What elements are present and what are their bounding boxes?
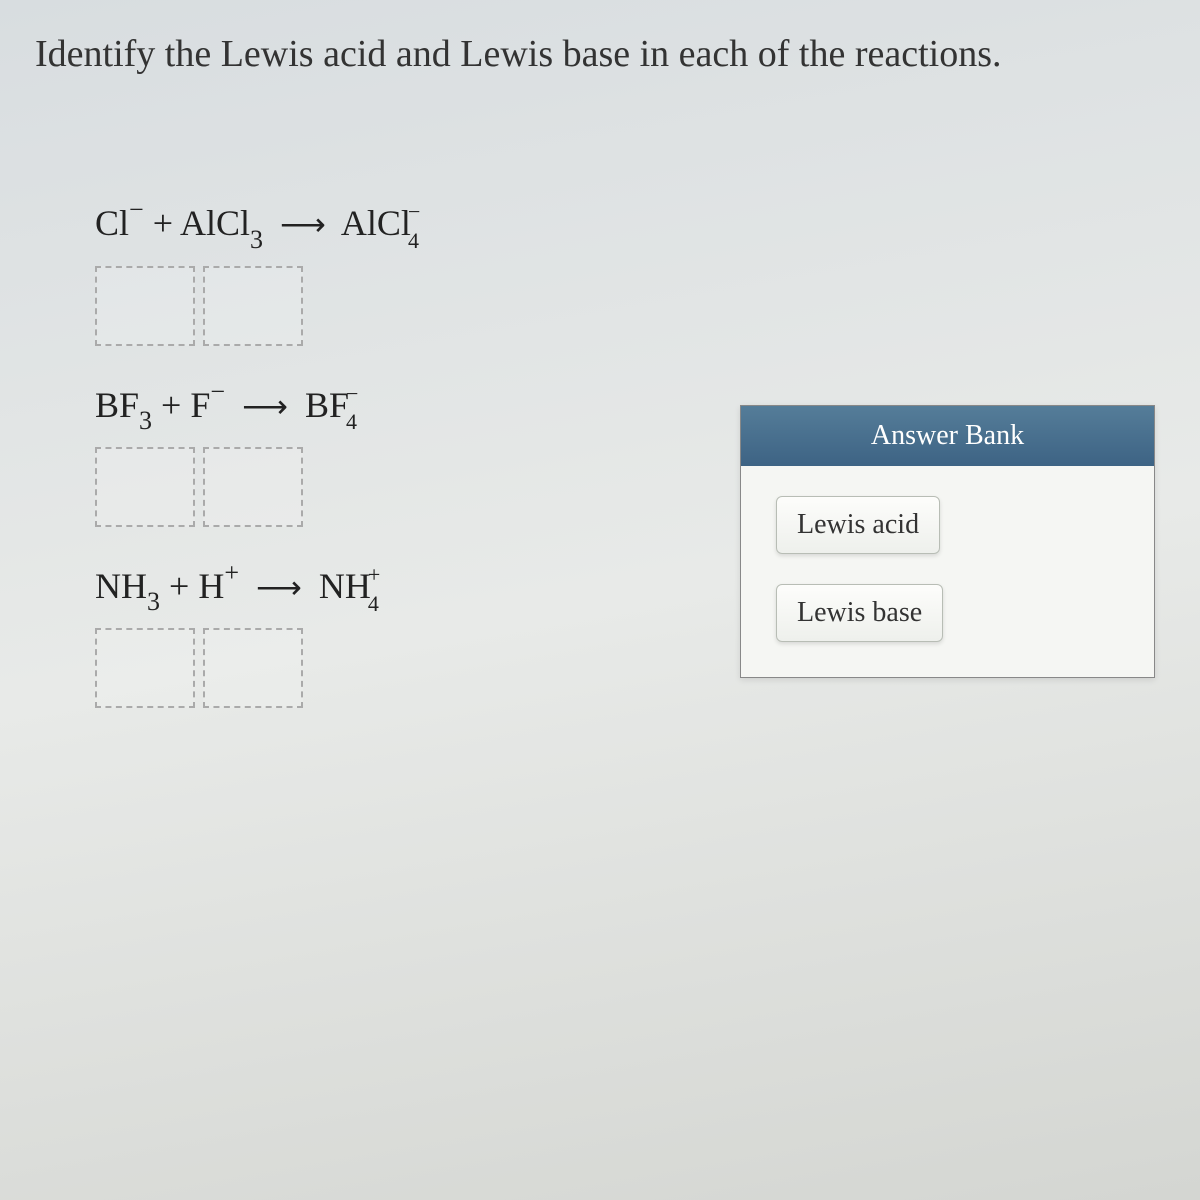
r3-dropzone-2[interactable] [203,628,303,708]
r1-dropzone-1[interactable] [95,266,195,346]
arrow-icon: ⟶ [256,568,302,606]
r3-plus: + [169,566,189,606]
r2-dropzone-2[interactable] [203,447,303,527]
equation-2: BF3 + F− ⟶ BF−4 [95,381,420,432]
r3-reactant1: NH3 [95,566,160,606]
r2-plus: + [161,385,181,425]
r1-dropzone-2[interactable] [203,266,303,346]
r2-reactant2: F− [190,385,225,425]
r1-product: AlCl−4 [341,203,420,243]
r2-dropzones [95,447,420,527]
r2-dropzone-1[interactable] [95,447,195,527]
reactions-column: Cl− + AlCl3 ⟶ AlCl−4 BF3 + F− ⟶ BF−4 [35,199,420,743]
r3-dropzones [95,628,420,708]
r3-product: NH+4 [319,566,380,606]
answer-chip-lewis-base[interactable]: Lewis base [776,584,943,642]
r1-plus: + [153,203,173,243]
equation-1: Cl− + AlCl3 ⟶ AlCl−4 [95,199,420,250]
arrow-icon: ⟶ [280,205,326,243]
arrow-icon: ⟶ [242,387,288,425]
answer-bank-header: Answer Bank [741,406,1154,466]
answer-chip-lewis-acid[interactable]: Lewis acid [776,496,940,554]
r3-dropzone-1[interactable] [95,628,195,708]
answer-bank-container: Answer Bank Lewis acid Lewis base [740,405,1155,678]
reaction-3: NH3 + H+ ⟶ NH+4 [95,562,420,708]
answer-bank: Answer Bank Lewis acid Lewis base [740,405,1155,678]
r1-reactant1: Cl− [95,203,144,243]
reaction-2: BF3 + F− ⟶ BF−4 [95,381,420,527]
reaction-1: Cl− + AlCl3 ⟶ AlCl−4 [95,199,420,345]
answer-bank-body: Lewis acid Lewis base [741,466,1154,677]
r2-reactant1: BF3 [95,385,152,425]
r1-reactant2: AlCl3 [180,203,263,243]
equation-3: NH3 + H+ ⟶ NH+4 [95,562,420,613]
r2-product: BF−4 [305,385,358,425]
question-prompt: Identify the Lewis acid and Lewis base i… [35,30,1165,79]
r3-reactant2: H+ [198,566,239,606]
r1-dropzones [95,266,420,346]
